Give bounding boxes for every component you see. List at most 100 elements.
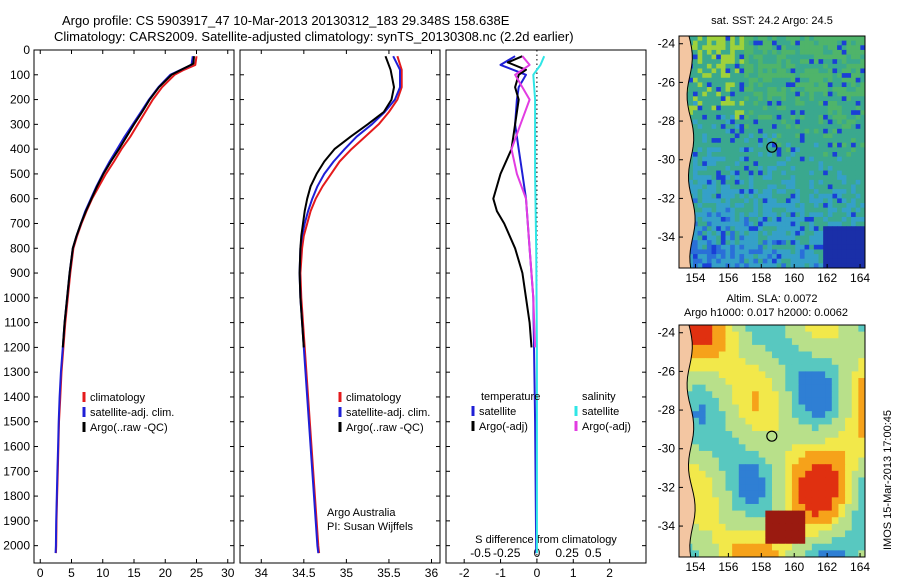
- sst-map-cell: [795, 240, 801, 246]
- sla-map-cell: [845, 344, 853, 352]
- sst-map-cell: [799, 216, 805, 222]
- sla-map-cell: [692, 464, 700, 472]
- sst-map-cell: [785, 207, 791, 213]
- sst-map-cell: [785, 226, 791, 232]
- sst-map-cell: [841, 221, 847, 227]
- sst-map-cell: [818, 165, 824, 171]
- sla-map-cell: [838, 417, 846, 425]
- sst-map-cell: [855, 36, 861, 42]
- sst-map-cell: [692, 184, 698, 190]
- sst-map-cell: [739, 54, 745, 60]
- sst-map-cell: [846, 114, 852, 120]
- sst-map-cell: [785, 170, 791, 176]
- sla-map-cell: [798, 371, 806, 379]
- sla-map-cell: [698, 338, 706, 346]
- sst-map-cell: [790, 170, 796, 176]
- sla-map-cell: [825, 444, 833, 452]
- sst-map-cell: [781, 87, 787, 93]
- sst-map-cell: [823, 175, 829, 181]
- sst-map-cell: [781, 100, 787, 106]
- sst-map-cell: [832, 128, 838, 134]
- sst-map-cell: [739, 73, 745, 79]
- sst-map-cell: [855, 175, 861, 181]
- sst-map-cell: [744, 179, 750, 185]
- sla-map-cell: [765, 351, 773, 359]
- sst-map-cell: [795, 198, 801, 204]
- sla-map-cell: [825, 351, 833, 359]
- sla-map-cell: [705, 484, 713, 492]
- sst-map-cell: [795, 40, 801, 46]
- sla-map-lon-label: 158: [751, 560, 771, 574]
- sst-map-cell: [748, 96, 754, 102]
- sst-map-cell: [813, 212, 819, 218]
- sla-map-cell: [765, 431, 773, 439]
- sst-map-cell: [795, 203, 801, 209]
- sst-map-cell: [781, 193, 787, 199]
- sst-map-cell: [846, 77, 852, 83]
- sst-map-cell: [823, 240, 829, 246]
- sla-map-cell: [845, 550, 853, 558]
- sst-map-cell: [762, 170, 768, 176]
- sla-map-cell: [805, 411, 813, 419]
- sst-map-cell: [851, 254, 857, 260]
- sst-map-cell: [772, 207, 778, 213]
- depth-tick-label: 100: [10, 68, 30, 82]
- sla-map-cell: [825, 464, 833, 472]
- sst-map-cell: [748, 198, 754, 204]
- sst-map-cell: [809, 216, 815, 222]
- sst-map-cell: [813, 119, 819, 125]
- sst-map-cell: [706, 198, 712, 204]
- sla-map-cell: [851, 437, 859, 445]
- sst-map-cell: [846, 212, 852, 218]
- sst-map-cell: [841, 212, 847, 218]
- sst-map-cell: [739, 184, 745, 190]
- sla-map-cell: [692, 325, 700, 333]
- sla-map-cell: [745, 490, 753, 498]
- sst-map-cell: [851, 138, 857, 144]
- sst-map-cell: [804, 165, 810, 171]
- sla-map-cell: [798, 484, 806, 492]
- sla-map-cell: [805, 338, 813, 346]
- sla-map-cell: [858, 477, 866, 485]
- sla-map-cell: [845, 378, 853, 386]
- sst-map-cell: [720, 179, 726, 185]
- sla-map-cell: [712, 497, 720, 505]
- sla-map-cell: [752, 364, 760, 372]
- sst-map-cell: [702, 63, 708, 69]
- sst-map-cell: [720, 221, 726, 227]
- sla-map-cell: [818, 523, 826, 531]
- sst-map-cell: [697, 110, 703, 116]
- sst-map-cell: [753, 198, 759, 204]
- sla-map-cell: [718, 351, 726, 359]
- sla-map-cell: [752, 431, 760, 439]
- sla-map-cell: [838, 484, 846, 492]
- sst-map-cell: [744, 230, 750, 236]
- sst-map-cell: [795, 124, 801, 130]
- sst-map-cell: [711, 212, 717, 218]
- sst-map-cell: [837, 147, 843, 153]
- sst-map-cell: [748, 68, 754, 74]
- sst-map-cell: [762, 226, 768, 232]
- sst-map-cell: [711, 165, 717, 171]
- sst-map-cell: [832, 124, 838, 130]
- sla-map-cell: [705, 497, 713, 505]
- sst-map-cell: [702, 179, 708, 185]
- sla-map-cell: [765, 490, 773, 498]
- sst-map-cell: [762, 254, 768, 260]
- sla-map-cell: [798, 331, 806, 339]
- sst-map-cell: [692, 147, 698, 153]
- sst-map-cell: [772, 212, 778, 218]
- sst-map-cell: [837, 189, 843, 195]
- sst-map-cell: [702, 49, 708, 55]
- sst-map-cell: [860, 240, 866, 246]
- sst-map-cell: [781, 68, 787, 74]
- sst-map-cell: [744, 175, 750, 181]
- sla-map-cell: [738, 503, 746, 511]
- sst-map-cell: [692, 36, 698, 42]
- sla-map-cell: [712, 464, 720, 472]
- sla-map-cell: [698, 378, 706, 386]
- sst-map-cell: [818, 73, 824, 79]
- sla-map-cell: [858, 358, 866, 366]
- sst-map-cell: [851, 147, 857, 153]
- sst-map-cell: [795, 138, 801, 144]
